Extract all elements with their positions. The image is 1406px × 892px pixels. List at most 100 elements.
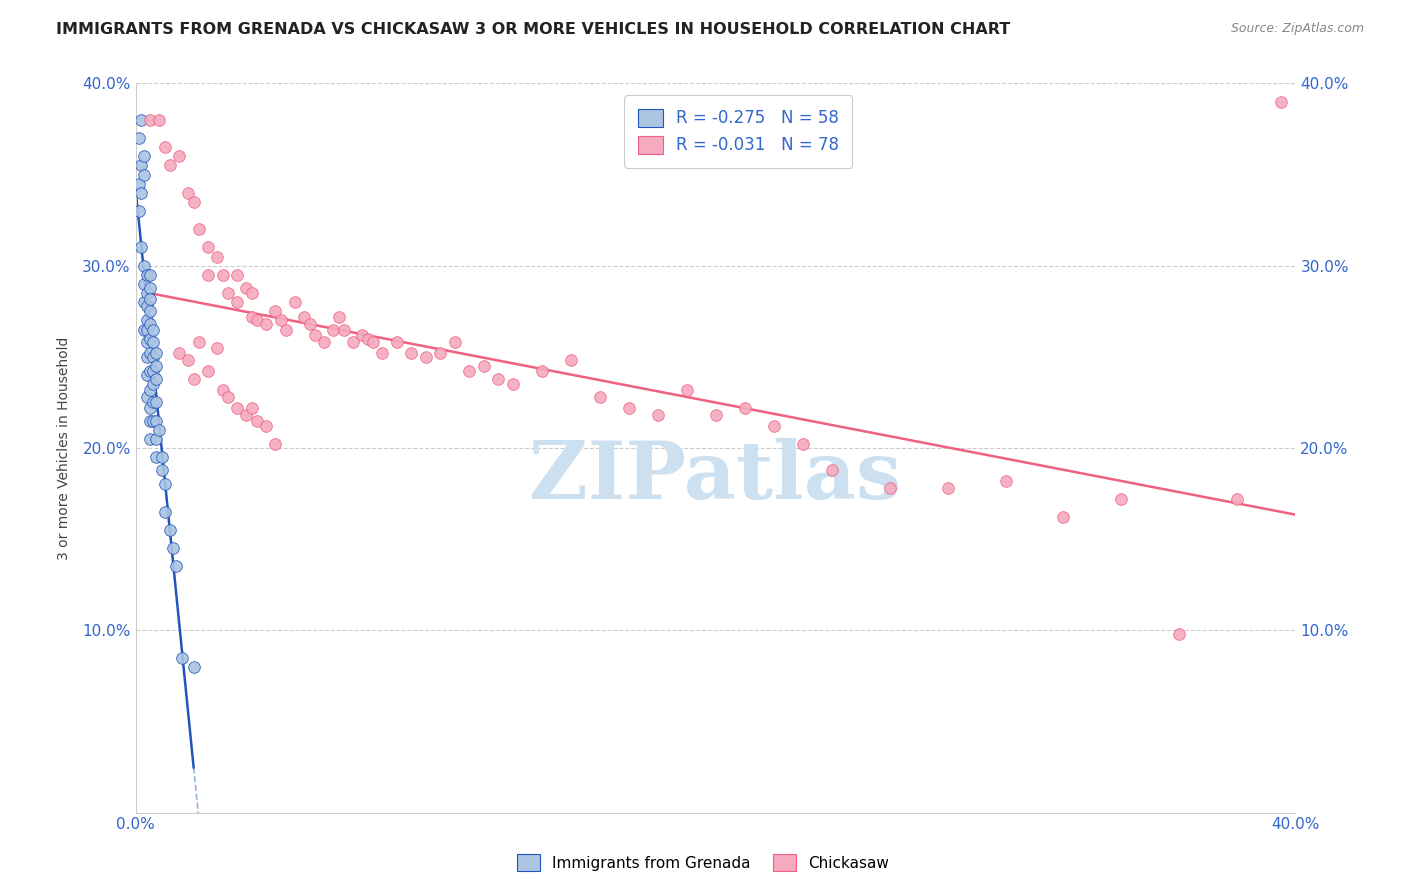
Point: [879, 481, 901, 495]
Point: [246, 414, 269, 428]
Text: Source: ZipAtlas.com: Source: ZipAtlas.com: [1230, 22, 1364, 36]
Point: [153, 140, 176, 154]
Point: [205, 341, 228, 355]
Point: [429, 346, 451, 360]
Point: [165, 559, 187, 574]
Point: [142, 364, 165, 378]
Legend: R = -0.275   N = 58, R = -0.031   N = 78: R = -0.275 N = 58, R = -0.031 N = 78: [624, 95, 852, 168]
Point: [134, 149, 156, 163]
Point: [734, 401, 756, 415]
Point: [139, 383, 162, 397]
Point: [139, 414, 162, 428]
Point: [153, 477, 176, 491]
Y-axis label: 3 or more Vehicles in Household: 3 or more Vehicles in Household: [58, 336, 72, 559]
Point: [217, 390, 239, 404]
Point: [226, 295, 249, 310]
Point: [159, 158, 181, 172]
Point: [304, 328, 326, 343]
Point: [399, 346, 422, 360]
Point: [458, 364, 481, 378]
Point: [328, 310, 350, 324]
Point: [363, 335, 385, 350]
Point: [150, 463, 173, 477]
Point: [136, 299, 159, 313]
Point: [240, 286, 263, 301]
Point: [270, 313, 292, 327]
Point: [134, 259, 156, 273]
Point: [276, 322, 298, 336]
Point: [226, 401, 249, 415]
Point: [472, 359, 495, 373]
Point: [131, 112, 153, 127]
Point: [1270, 95, 1292, 109]
Point: [226, 268, 249, 282]
Point: [128, 177, 150, 191]
Text: IMMIGRANTS FROM GRENADA VS CHICKASAW 3 OR MORE VEHICLES IN HOUSEHOLD CORRELATION: IMMIGRANTS FROM GRENADA VS CHICKASAW 3 O…: [56, 22, 1011, 37]
Point: [148, 423, 170, 437]
Point: [762, 419, 785, 434]
Point: [298, 317, 321, 331]
Point: [217, 286, 239, 301]
Point: [134, 322, 156, 336]
Point: [153, 505, 176, 519]
Point: [159, 523, 181, 537]
Point: [145, 359, 167, 373]
Point: [139, 364, 162, 378]
Point: [385, 335, 408, 350]
Point: [142, 322, 165, 336]
Point: [211, 268, 233, 282]
Point: [131, 240, 153, 254]
Point: [136, 322, 159, 336]
Point: [139, 112, 162, 127]
Point: [994, 474, 1017, 488]
Point: [314, 335, 336, 350]
Point: [530, 364, 553, 378]
Point: [502, 377, 524, 392]
Point: [177, 186, 200, 200]
Point: [128, 204, 150, 219]
Point: [1168, 627, 1191, 641]
Point: [142, 335, 165, 350]
Point: [263, 304, 285, 318]
Point: [443, 335, 465, 350]
Point: [322, 322, 344, 336]
Point: [136, 350, 159, 364]
Point: [617, 401, 640, 415]
Point: [136, 390, 159, 404]
Point: [246, 313, 269, 327]
Point: [131, 158, 153, 172]
Point: [167, 149, 190, 163]
Point: [647, 408, 669, 422]
Point: [292, 310, 315, 324]
Point: [134, 295, 156, 310]
Point: [1052, 510, 1074, 524]
Point: [145, 346, 167, 360]
Point: [136, 313, 159, 327]
Point: [183, 194, 205, 209]
Point: [142, 377, 165, 392]
Point: [145, 450, 167, 464]
Point: [139, 280, 162, 294]
Point: [142, 395, 165, 409]
Point: [139, 317, 162, 331]
Point: [167, 346, 190, 360]
Text: ZIPatlas: ZIPatlas: [530, 438, 901, 516]
Point: [139, 401, 162, 415]
Point: [588, 390, 610, 404]
Point: [177, 353, 200, 368]
Point: [131, 186, 153, 200]
Point: [205, 250, 228, 264]
Point: [139, 432, 162, 446]
Point: [254, 317, 277, 331]
Point: [148, 112, 170, 127]
Point: [183, 659, 205, 673]
Point: [342, 335, 364, 350]
Point: [162, 541, 184, 556]
Point: [197, 268, 219, 282]
Point: [134, 277, 156, 291]
Point: [792, 437, 814, 451]
Point: [560, 353, 582, 368]
Point: [139, 346, 162, 360]
Point: [134, 168, 156, 182]
Point: [145, 395, 167, 409]
